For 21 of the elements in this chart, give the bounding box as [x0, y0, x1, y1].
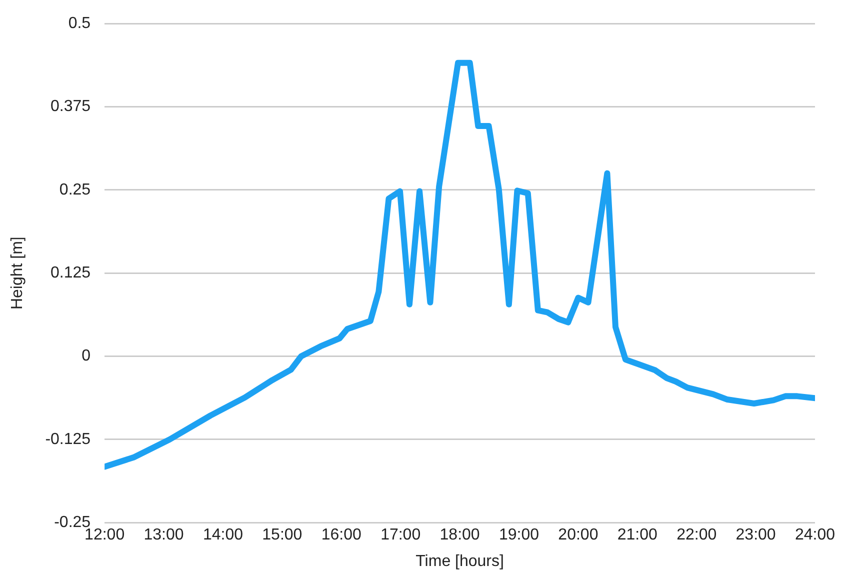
- x-tick-label: 23:00: [736, 526, 776, 544]
- y-tick-label: 0: [82, 348, 91, 365]
- x-tick-label: 16:00: [321, 526, 362, 544]
- x-tick-label: 15:00: [262, 526, 302, 544]
- x-tick-label: 14:00: [202, 526, 244, 544]
- x-tick-label: 18:00: [440, 526, 480, 544]
- x-tick-label: 12:00: [84, 526, 125, 544]
- y-tick-label: 0.25: [59, 181, 91, 198]
- y-tick-label: 0.375: [50, 98, 91, 116]
- x-tick-label: 21:00: [617, 526, 658, 544]
- x-tick-label: 13:00: [144, 526, 184, 544]
- y-tick-label: 0.125: [50, 264, 91, 282]
- x-tick-label: 22:00: [676, 526, 717, 544]
- x-tick-label: 20:00: [558, 526, 598, 544]
- x-tick-label: 24:00: [794, 526, 836, 544]
- x-axis-title: Time [hours]: [416, 552, 504, 570]
- y-tick-label: 0.5: [68, 15, 91, 32]
- x-tick-label: 19:00: [498, 526, 540, 544]
- y-tick-label: -0.125: [45, 430, 91, 448]
- y-axis-title: Height [m]: [9, 236, 26, 310]
- x-tick-label: 17:00: [380, 526, 421, 544]
